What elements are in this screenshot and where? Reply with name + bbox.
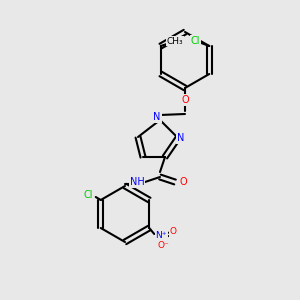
Text: N⁺: N⁺ — [155, 232, 167, 241]
Text: O⁻: O⁻ — [158, 242, 169, 250]
Text: N: N — [153, 112, 161, 122]
Text: NH: NH — [130, 177, 144, 187]
Text: Cl: Cl — [83, 190, 92, 200]
Text: Cl: Cl — [190, 36, 200, 46]
Text: CH₃: CH₃ — [167, 37, 183, 46]
Text: O: O — [170, 227, 177, 236]
Text: O: O — [181, 95, 189, 105]
Text: O: O — [179, 177, 187, 187]
Text: N: N — [177, 133, 185, 143]
